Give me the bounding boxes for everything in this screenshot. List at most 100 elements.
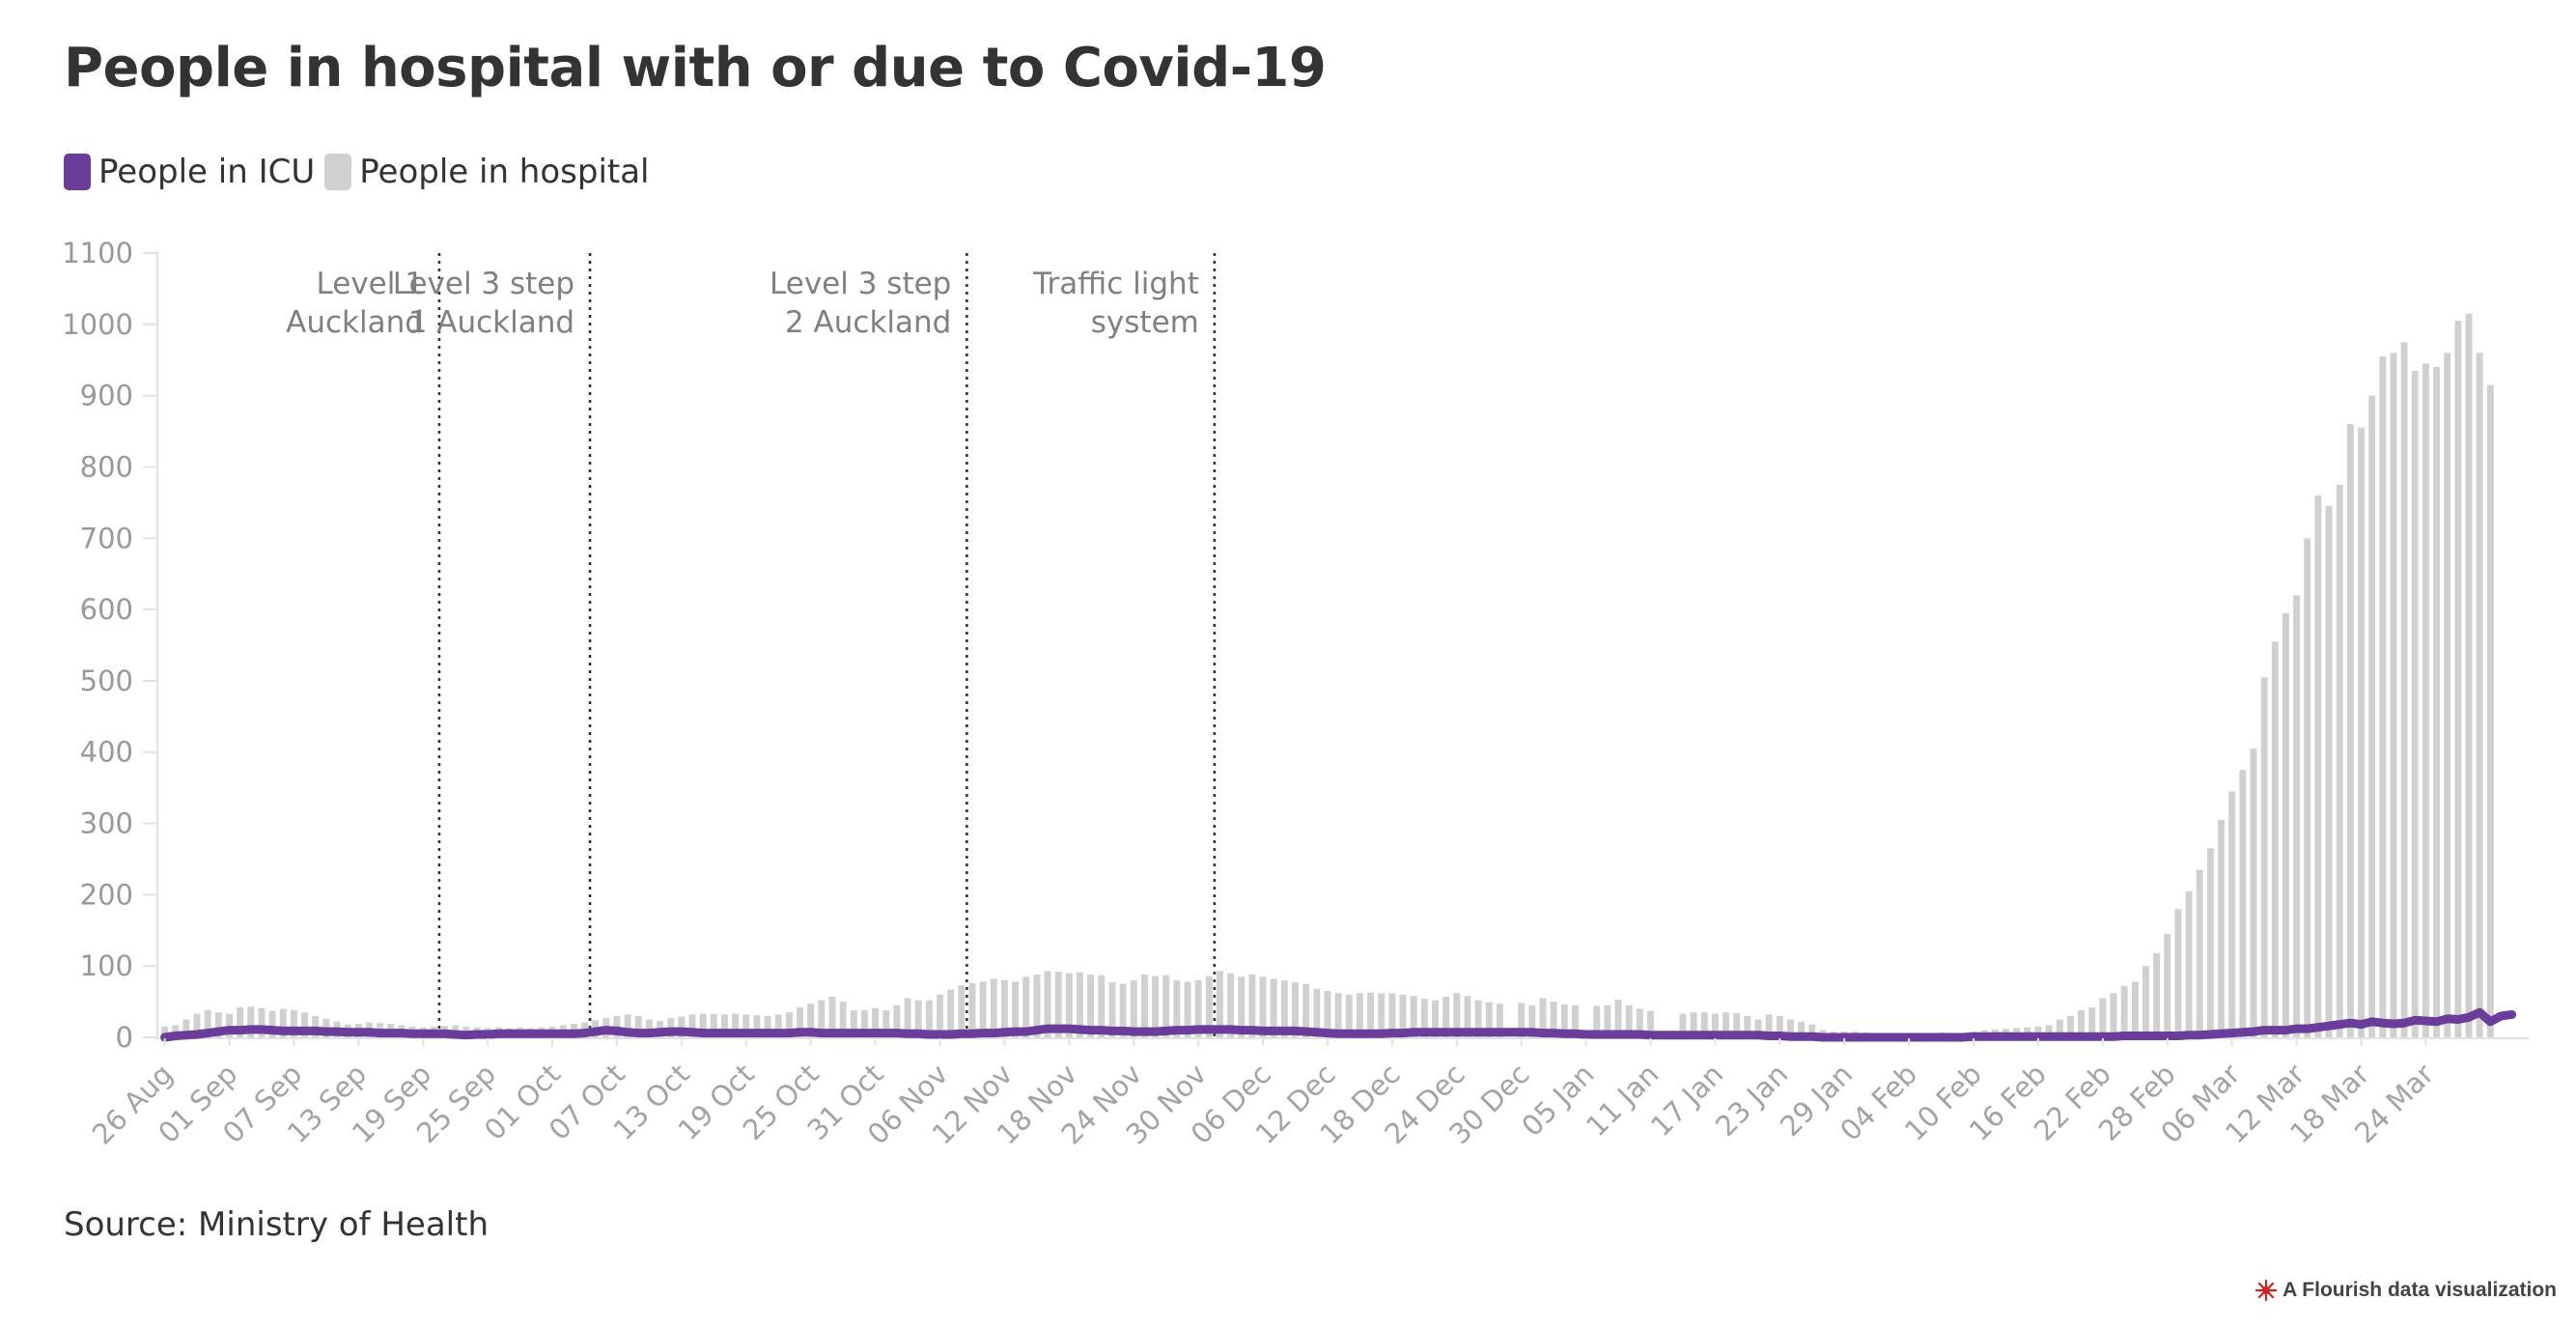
bar-hospital <box>161 1026 169 1037</box>
bar-hospital <box>2045 1025 2053 1037</box>
bar-hospital <box>882 1009 890 1037</box>
bar-hospital <box>2400 342 2408 1038</box>
bar-hospital <box>2110 993 2117 1037</box>
bar-hospital <box>947 989 955 1037</box>
bar-hospital <box>2239 770 2247 1037</box>
bar-hospital <box>1033 975 1041 1037</box>
bar-hospital <box>1679 1013 1687 1037</box>
bar-hospital <box>1205 976 1213 1037</box>
y-tick-label: 300 <box>80 807 133 840</box>
legend-item-hospital[interactable]: People in hospital <box>324 153 650 191</box>
bar-hospital <box>797 1006 803 1037</box>
bar-hospital <box>774 1014 782 1037</box>
bar-hospital <box>2174 909 2182 1037</box>
bar-hospital <box>1700 1012 1708 1037</box>
bar-hospital <box>1378 993 1386 1037</box>
bar-hospital <box>1216 971 1223 1037</box>
bar-hospital <box>2056 1019 2063 1037</box>
bar-hospital <box>699 1013 707 1037</box>
bar-hospital <box>1356 993 1363 1037</box>
bar-hospital <box>1140 975 1148 1037</box>
x-tick-label: 11 Jan <box>1580 1058 1665 1143</box>
annotation-label: 1 Auckland <box>408 305 574 340</box>
bar-hospital <box>1065 973 1073 1037</box>
legend-swatch-icu <box>64 154 91 190</box>
bar-hospital <box>968 982 976 1037</box>
bar-hospital <box>1474 1000 1482 1037</box>
bar-hospital <box>2078 1009 2086 1037</box>
bar-hospital <box>1152 976 1159 1037</box>
bar-hospital <box>1302 983 1310 1037</box>
bar-hospital <box>2358 427 2365 1037</box>
bar-hospital <box>721 1014 728 1037</box>
bar-hospital <box>1410 996 1417 1037</box>
legend-item-icu[interactable]: People in ICU <box>64 153 315 191</box>
bar-hospital <box>1227 973 1235 1037</box>
bar-hospital <box>1420 999 1428 1037</box>
bar-hospital <box>979 981 987 1037</box>
bar-hospital <box>850 1009 857 1037</box>
bar-hospital <box>710 1013 717 1037</box>
bar-hospital <box>1744 1015 1751 1037</box>
bar-hospital <box>785 1012 793 1037</box>
bar-hospital <box>1690 1012 1697 1037</box>
bar-hospital <box>1776 1015 1783 1037</box>
bar-hospital <box>226 1013 233 1037</box>
bar-hospital <box>1464 996 1471 1037</box>
bar-hospital <box>2142 966 2149 1037</box>
bar-hospital <box>860 1009 868 1037</box>
bar-hospital <box>1173 979 1181 1037</box>
bar-hospital <box>1022 976 1030 1037</box>
bar-hospital <box>2444 353 2451 1037</box>
bar-hospital <box>1614 999 1622 1037</box>
legend: People in ICU People in hospital <box>64 153 659 191</box>
y-tick-label: 1100 <box>62 237 133 269</box>
bar-hospital <box>2099 998 2107 1037</box>
bar-hospital <box>2293 595 2301 1037</box>
bar-hospital <box>2206 848 2214 1037</box>
legend-label-icu: People in ICU <box>98 153 316 191</box>
bar-hospital <box>182 1019 190 1037</box>
bar-hospital <box>172 1025 180 1037</box>
annotation-label: Auckland <box>286 305 424 340</box>
bar-hospital <box>214 1012 222 1037</box>
bar-hospital <box>193 1013 201 1037</box>
bar-hospital <box>237 1006 244 1037</box>
bar-hospital <box>2368 395 2376 1037</box>
bar-hospital <box>290 1009 297 1037</box>
legend-swatch-hospital <box>324 154 352 190</box>
bar-hospital <box>678 1016 686 1037</box>
bar-hospital <box>1787 1019 1794 1037</box>
bar-hospital <box>1292 982 1299 1037</box>
bar-hospital <box>1259 976 1267 1037</box>
y-tick-label: 600 <box>80 593 133 626</box>
bar-hospital <box>1108 982 1116 1037</box>
bar-hospital <box>2486 384 2494 1038</box>
bar-hospital <box>1313 988 1321 1037</box>
flourish-logo-icon <box>2255 1280 2278 1301</box>
bar-hospital <box>958 985 966 1037</box>
bar-hospital <box>624 1014 631 1037</box>
bar-hospital <box>2314 495 2322 1037</box>
bar-hospital <box>1765 1014 1773 1037</box>
bar-hospital <box>1238 976 1246 1037</box>
bar-hospital <box>2271 641 2279 1037</box>
bar-hospital <box>893 1004 901 1037</box>
bar-hospital <box>1130 979 1137 1037</box>
bar-hospital <box>872 1007 880 1037</box>
y-tick-label: 800 <box>80 450 133 483</box>
bar-hospital <box>1087 975 1095 1037</box>
bar-hospital <box>2422 363 2429 1037</box>
flourish-credit[interactable]: A Flourish data visualization <box>2255 1279 2557 1302</box>
bar-hospital <box>1012 981 1020 1037</box>
bar-hospital <box>1647 1010 1654 1037</box>
bar-hospital <box>1432 1000 1439 1037</box>
bar-hospital <box>2346 424 2354 1037</box>
bar-hospital <box>645 1019 653 1037</box>
bar-hospital <box>937 994 943 1037</box>
bar-hospital <box>2228 791 2236 1037</box>
bar-hospital <box>1798 1021 1806 1037</box>
annotation-label: Traffic light <box>1032 267 1199 301</box>
bar-hospital <box>914 1000 922 1037</box>
bar-hospital <box>2454 321 2462 1037</box>
